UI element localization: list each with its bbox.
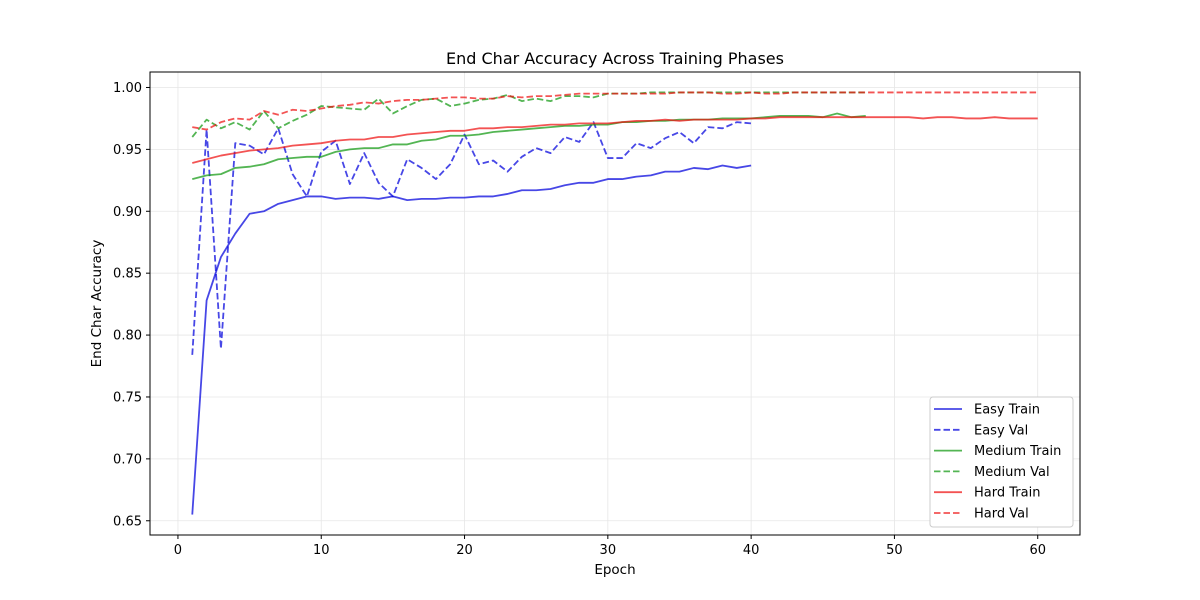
x-tick-label: 50 (886, 543, 903, 558)
legend-label: Medium Val (974, 465, 1050, 480)
x-tick-label: 0 (174, 543, 182, 558)
legend-label: Easy Val (974, 423, 1028, 438)
gridlines (150, 72, 1080, 535)
y-axis-label: End Char Accuracy (89, 240, 105, 368)
series-line-medium-val (191, 91, 866, 138)
series-line-easy-val (191, 121, 752, 355)
series-line-easy-train (191, 164, 752, 515)
y-tick-label: 0.75 (113, 390, 142, 405)
series-lines (191, 91, 1038, 515)
x-tick-label: 30 (600, 543, 617, 558)
x-tick-label: 40 (743, 543, 760, 558)
series-line-hard-val (192, 91, 1038, 131)
y-tick-label: 0.85 (113, 267, 142, 282)
chart-title: End Char Accuracy Across Training Phases (446, 49, 784, 68)
x-tick-label: 20 (456, 543, 473, 558)
legend-box (929, 396, 1074, 528)
y-tick-label: 0.70 (113, 452, 142, 467)
y-tick-label: 0.65 (113, 514, 142, 529)
x-tick-label: 60 (1029, 543, 1046, 558)
x-axis-ticks: 0 10 20 30 40 50 60 (174, 535, 1046, 558)
y-tick-label: 0.95 (113, 143, 142, 158)
legend: Easy Train Easy Val Medium Train Medium Val… (929, 396, 1074, 528)
legend-label: Hard Train (974, 486, 1040, 501)
x-tick-label: 10 (313, 543, 330, 558)
legend-label: Easy Train (974, 403, 1040, 418)
y-axis-ticks: 0.65 0.70 0.75 0.80 0.85 0.90 0.95 1.00 (113, 81, 150, 529)
y-tick-label: 1.00 (113, 81, 142, 96)
plot-area-frame (149, 71, 1081, 536)
x-axis-label: Epoch (594, 562, 635, 578)
y-tick-label: 0.80 (113, 329, 142, 344)
y-tick-label: 0.90 (113, 205, 142, 220)
legend-label: Medium Train (974, 444, 1061, 459)
series-line-hard-train (192, 116, 1038, 164)
legend-label: Hard Val (974, 507, 1029, 522)
